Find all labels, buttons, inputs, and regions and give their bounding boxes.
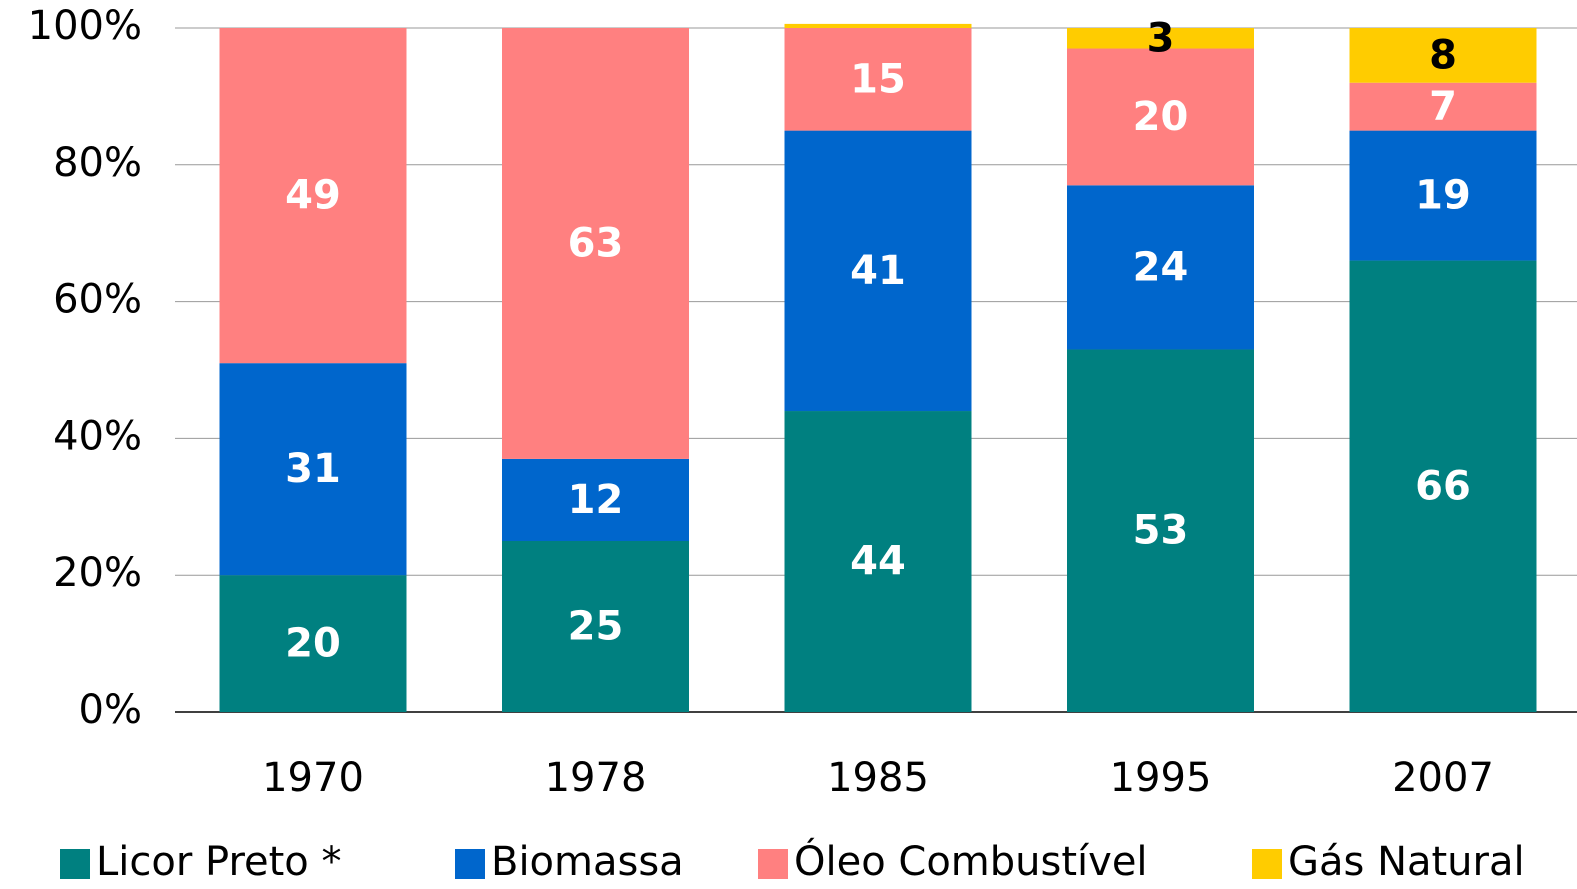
data-label: 53 (1133, 508, 1189, 554)
data-label: 66 (1415, 463, 1471, 509)
bar-segment (502, 458, 689, 541)
bar-segment (784, 130, 972, 412)
bar-segment (784, 411, 972, 712)
y-tick-label: 40% (53, 413, 142, 459)
data-label: 41 (850, 248, 906, 294)
legend-label: Licor Preto * (96, 839, 342, 885)
x-tick-label: 1985 (827, 755, 929, 801)
y-tick-label: 100% (28, 3, 142, 49)
bar-segment (1067, 28, 1254, 49)
x-tick-label: 1995 (1110, 755, 1212, 801)
bar-segment (784, 23, 972, 28)
y-tick-label: 80% (53, 140, 142, 186)
x-tick-label: 1970 (262, 755, 364, 801)
bar-segment (1067, 48, 1254, 186)
bar-segment (1349, 130, 1537, 261)
legend-swatch (60, 849, 90, 879)
legend-label: Gás Natural (1288, 839, 1525, 885)
bar-segment (1349, 82, 1537, 131)
legend-label: Óleo Combustível (794, 837, 1148, 885)
data-label: 12 (568, 477, 624, 523)
data-label: 20 (285, 621, 341, 667)
x-tick-label: 2007 (1392, 755, 1494, 801)
bar-segment (502, 541, 689, 712)
data-label: 24 (1133, 244, 1189, 290)
data-label: 8 (1429, 32, 1457, 78)
data-label: 19 (1415, 173, 1471, 219)
bar-segment (1349, 28, 1537, 83)
y-tick-label: 60% (53, 277, 142, 323)
bar-segment (219, 28, 407, 364)
bar-segment (219, 575, 407, 712)
data-label: 3 (1147, 15, 1175, 61)
legend-swatch (1252, 849, 1282, 879)
data-label: 20 (1133, 94, 1189, 140)
bar-segment (1067, 349, 1254, 712)
data-label: 49 (285, 173, 341, 219)
x-tick-label: 1978 (545, 755, 647, 801)
legend-label: Biomassa (491, 839, 684, 885)
data-label: 44 (850, 539, 906, 585)
data-label: 63 (568, 220, 624, 266)
legend-swatch (758, 849, 788, 879)
bar-segment (1067, 185, 1254, 350)
bar-segment (502, 28, 689, 459)
bar-segment (784, 28, 972, 131)
bar-segment (219, 363, 407, 576)
data-label: 31 (285, 446, 341, 492)
y-tick-label: 20% (53, 550, 142, 596)
data-label: 25 (568, 604, 624, 650)
data-label: 7 (1429, 84, 1457, 130)
data-label: 15 (850, 56, 906, 102)
legend-swatch (455, 849, 485, 879)
y-tick-label: 0% (79, 687, 142, 733)
bar-segment (1349, 260, 1537, 712)
